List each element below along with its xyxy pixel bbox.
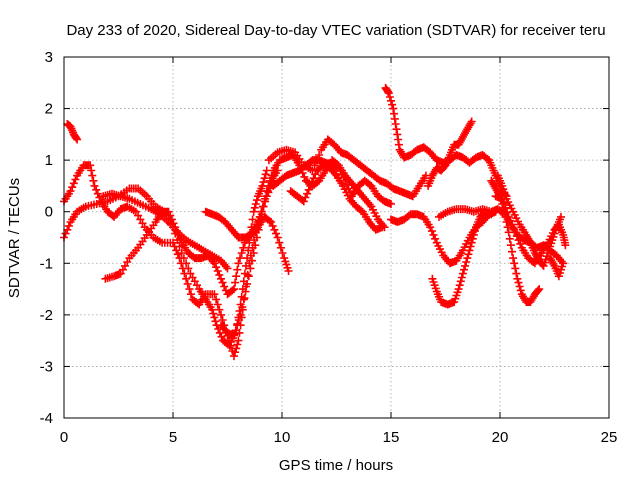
axis-ticks (63, 56, 610, 419)
y-tick-label: -2 (40, 307, 53, 324)
data-points (60, 83, 570, 361)
x-axis-label: GPS time / hours (279, 457, 393, 474)
series-arc-4 (63, 120, 82, 144)
data-point-markers (60, 161, 278, 361)
series-arc-9 (269, 156, 395, 208)
data-point-markers (428, 207, 496, 309)
y-tick-label: 1 (45, 152, 53, 169)
data-point-markers (493, 171, 565, 270)
y-tick-label: 2 (45, 101, 53, 118)
y-tick-label: 0 (45, 204, 53, 221)
series-arc-18 (493, 171, 565, 270)
series-arc-13 (424, 117, 476, 190)
data-point-markers (201, 207, 293, 275)
series-arc-14 (428, 207, 496, 309)
y-tick-label: -3 (40, 358, 53, 375)
data-point-markers (387, 207, 500, 268)
x-tick-labels: 0 5 10 15 20 25 (60, 429, 618, 446)
data-point-markers (99, 189, 232, 273)
data-point-markers (424, 117, 476, 190)
data-point-markers (286, 161, 387, 234)
x-tick-label: 20 (492, 429, 509, 446)
y-tick-label: -1 (40, 255, 53, 272)
data-point-markers (63, 120, 82, 144)
data-point-markers (269, 156, 395, 208)
x-tick-label: 0 (60, 429, 68, 446)
series-arc-10 (286, 161, 387, 234)
y-tick-labels: -4 -3 -2 -1 0 1 2 3 (40, 49, 53, 427)
data-point-markers (546, 254, 568, 281)
series-arc-12 (387, 207, 500, 268)
y-tick-label: 3 (45, 49, 53, 66)
x-tick-label: 5 (169, 429, 177, 446)
chart-title: Day 233 of 2020, Sidereal Day-to-day VTE… (66, 22, 605, 39)
y-tick-label: -4 (40, 410, 53, 427)
series-arc-6 (201, 207, 293, 275)
y-axis-label: SDTVAR / TECUs (6, 178, 23, 298)
plot-frame (63, 56, 610, 419)
x-tick-label: 25 (601, 429, 618, 446)
data-point-markers (264, 135, 430, 201)
series-arc-8 (264, 135, 430, 201)
series-arc-5 (99, 189, 232, 273)
x-tick-label: 10 (274, 429, 291, 446)
x-tick-label: 15 (383, 429, 400, 446)
series-arc-19 (546, 254, 568, 281)
series-arc-2 (60, 161, 278, 361)
